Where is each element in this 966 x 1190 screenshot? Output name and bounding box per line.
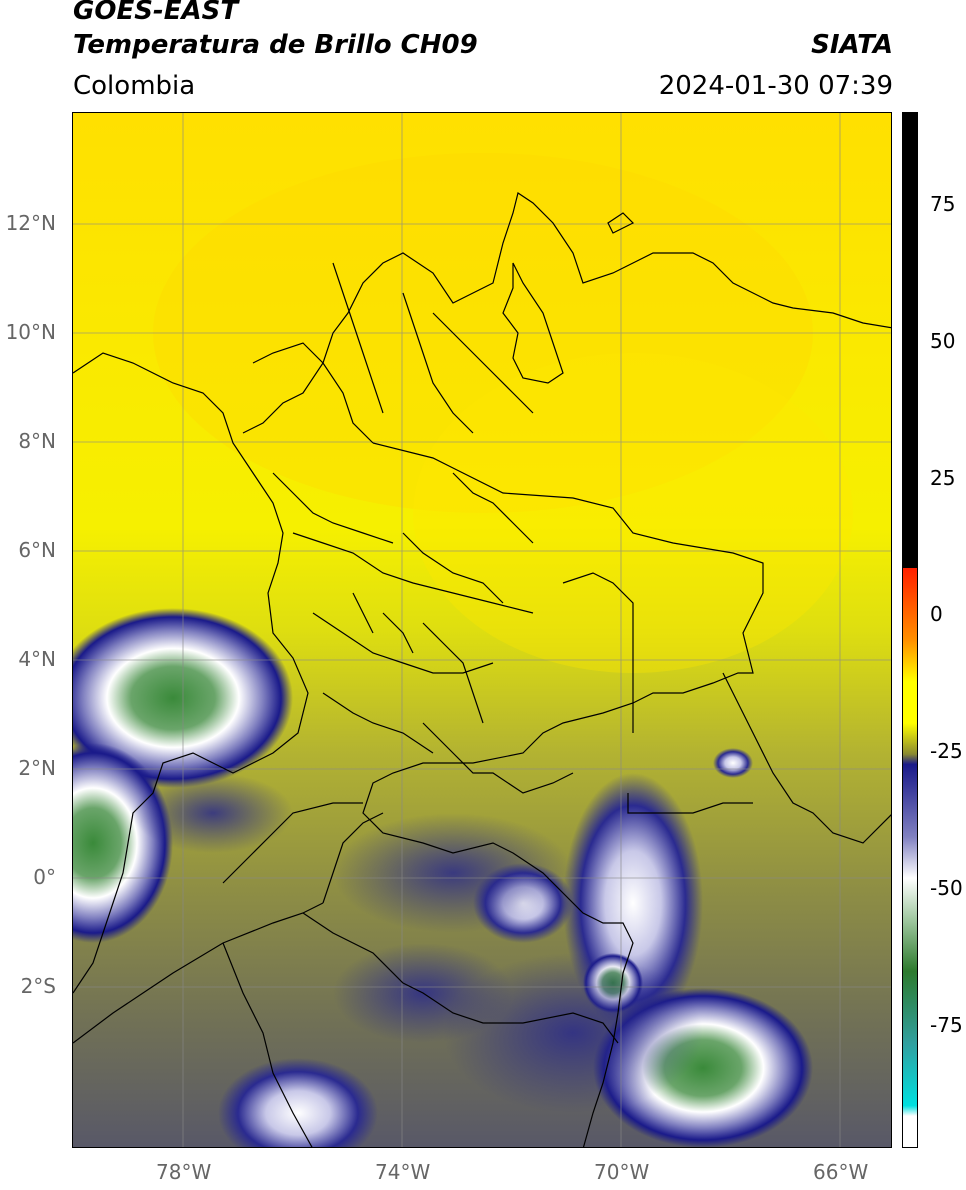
lat-tick-label: 0° (33, 865, 56, 889)
lat-tick-label: 10°N (5, 320, 56, 344)
colorbar-tick: 25 (930, 466, 956, 490)
product-title: Temperatura de Brillo CH09 (73, 30, 478, 60)
lon-tick-label: 66°W (813, 1160, 869, 1184)
colorbar-tick: 75 (930, 192, 956, 216)
lon-tick-label: 74°W (375, 1160, 431, 1184)
satellite-title: GOES-EAST (73, 0, 239, 26)
lon-tick-label: 78°W (156, 1160, 212, 1184)
lat-tick-label: 4°N (18, 647, 56, 671)
satellite-map (72, 112, 892, 1148)
colorbar-tick: -50 (930, 876, 963, 900)
borders (73, 192, 891, 1147)
graticule (73, 113, 891, 1147)
colorbar-tick: -25 (930, 739, 963, 763)
colorbar-tick: 50 (930, 329, 956, 353)
temperature-colorbar (902, 112, 918, 1148)
datetime-label: 2024-01-30 07:39 (658, 71, 893, 101)
agency-label: SIATA (811, 30, 893, 60)
lat-tick-label: 12°N (5, 211, 56, 235)
region-label: Colombia (73, 71, 196, 101)
lat-tick-label: 8°N (18, 429, 56, 453)
lat-tick-label: 2°N (18, 756, 56, 780)
map-canvas (73, 113, 891, 1147)
lat-tick-label: 6°N (18, 538, 56, 562)
lat-tick-label: 2°S (20, 974, 56, 998)
colorbar-tick: 0 (930, 602, 943, 626)
lon-tick-label: 70°W (594, 1160, 650, 1184)
colorbar-tick: -75 (930, 1013, 963, 1037)
